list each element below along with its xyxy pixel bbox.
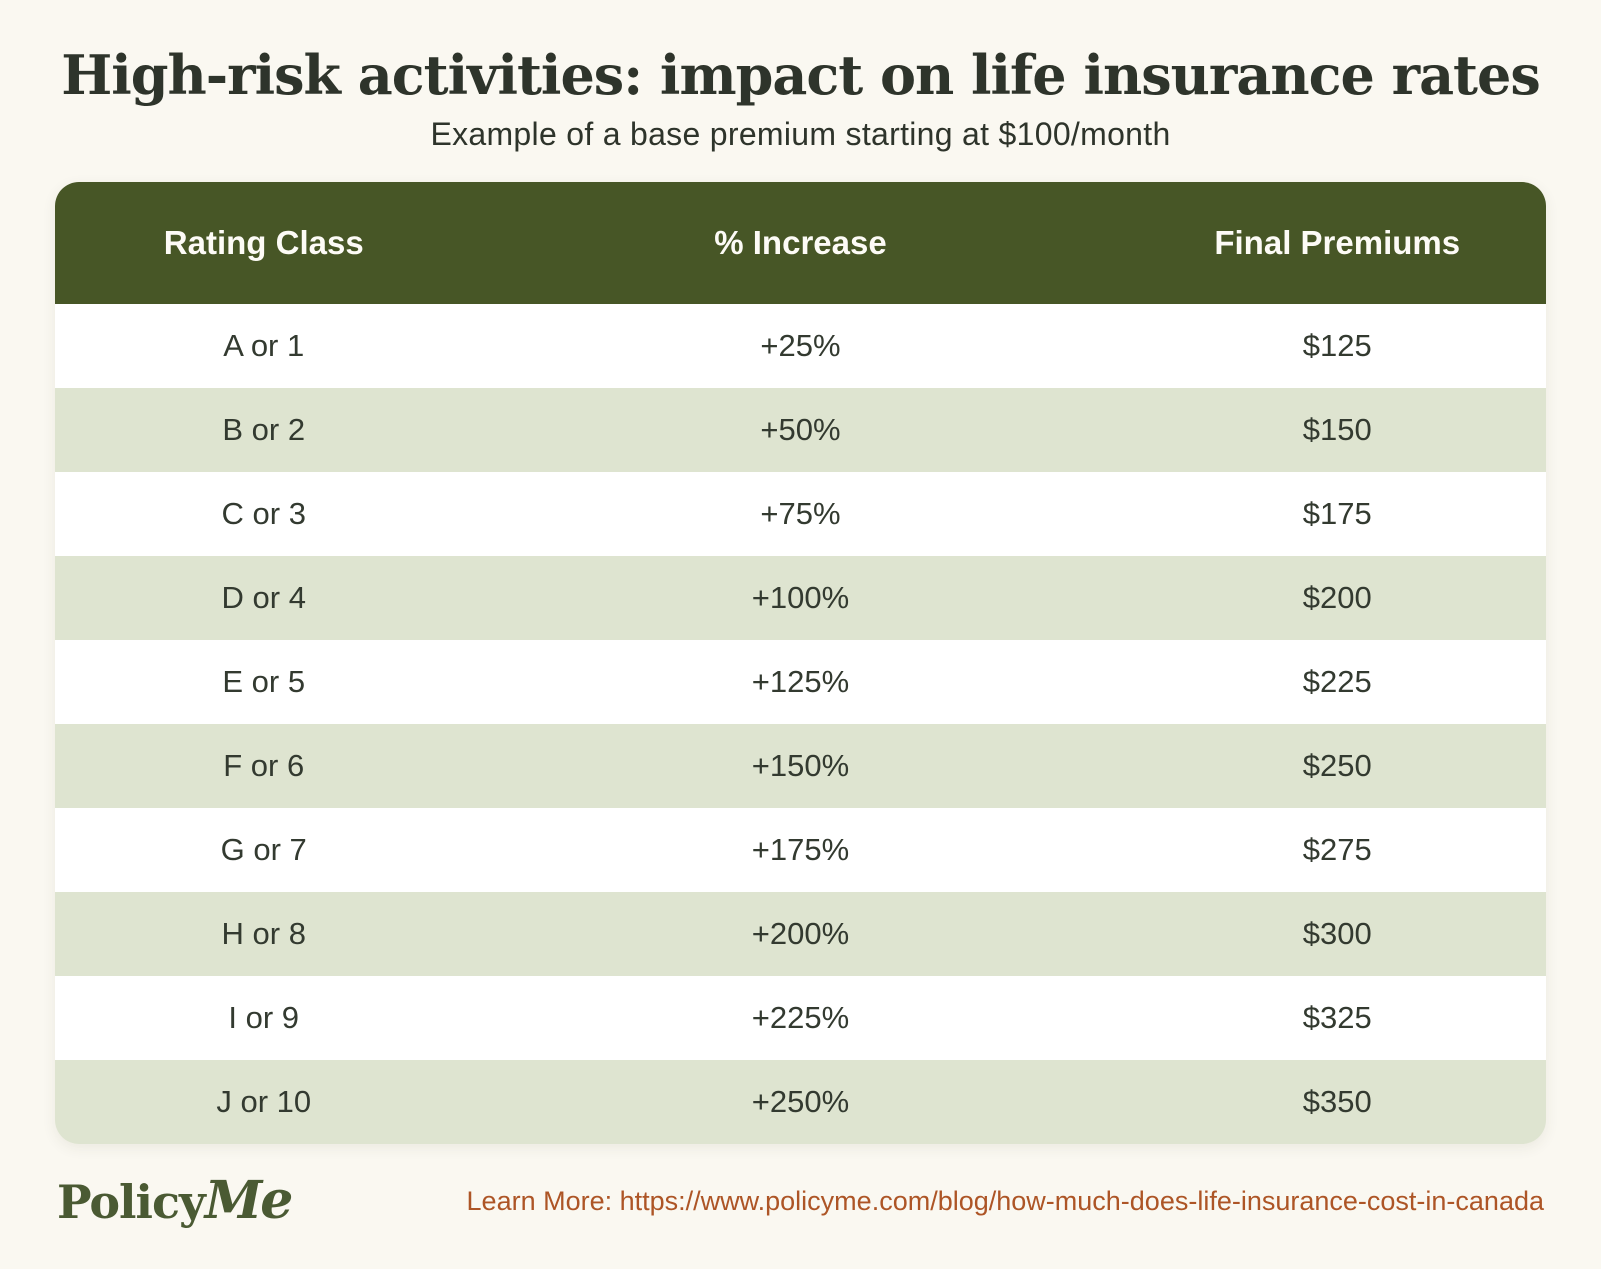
final-premium-cell: $350: [1302, 1084, 1372, 1120]
table-header-row: Rating Class % Increase Final Premiums: [55, 182, 1546, 305]
column-header-final-premiums: Final Premiums: [1214, 224, 1461, 262]
table-body: A or 1 +25% $125 B or 2 +50% $150 C or 3 +75% $1…: [55, 304, 1546, 1145]
table-row: F or 6 +150% $250: [55, 724, 1546, 809]
rating-class-cell: F or 6: [223, 748, 305, 784]
policyme-logo: PolicyMe: [57, 1175, 293, 1230]
final-premium-cell: $250: [1302, 748, 1372, 784]
final-premium-cell: $175: [1302, 496, 1372, 532]
rating-class-cell: J or 10: [216, 1084, 312, 1120]
table-row: J or 10 +250% $350: [55, 1060, 1546, 1145]
final-premium-cell: $225: [1302, 664, 1372, 700]
table-row: C or 3 +75% $175: [55, 472, 1546, 557]
table-row: G or 7 +175% $275: [55, 808, 1546, 893]
logo-text-policy: Policy: [57, 1175, 206, 1230]
percent-increase-cell: +25%: [760, 328, 841, 364]
percent-increase-cell: +250%: [751, 1084, 850, 1120]
percent-increase-cell: +225%: [751, 1000, 850, 1036]
rating-class-cell: A or 1: [223, 328, 305, 364]
percent-increase-cell: +150%: [751, 748, 850, 784]
percent-increase-cell: +200%: [751, 916, 850, 952]
table-row: D or 4 +100% $200: [55, 556, 1546, 641]
column-header-rating-class: Rating Class: [163, 224, 364, 262]
final-premium-cell: $275: [1302, 832, 1372, 868]
percent-increase-cell: +75%: [760, 496, 841, 532]
rating-class-cell: B or 2: [222, 412, 306, 448]
percent-increase-cell: +125%: [751, 664, 850, 700]
table-row: B or 2 +50% $150: [55, 388, 1546, 473]
percent-increase-cell: +100%: [751, 580, 850, 616]
rating-class-cell: G or 7: [220, 832, 307, 868]
percent-increase-cell: +175%: [751, 832, 850, 868]
table-row: H or 8 +200% $300: [55, 892, 1546, 977]
footer: PolicyMe Learn More: https://www.policym…: [0, 1175, 1601, 1227]
rating-class-cell: D or 4: [221, 580, 306, 616]
table-row: E or 5 +125% $225: [55, 640, 1546, 725]
percent-increase-cell: +50%: [760, 412, 841, 448]
page-title: High-risk activities: impact on life ins…: [61, 43, 1541, 107]
rating-class-cell: C or 3: [221, 496, 306, 532]
table-row: A or 1 +25% $125: [55, 304, 1546, 389]
table-row: I or 9 +225% $325: [55, 976, 1546, 1061]
rating-class-cell: E or 5: [222, 664, 306, 700]
rating-class-cell: I or 9: [228, 1000, 300, 1036]
page-subtitle: Example of a base premium starting at $1…: [430, 116, 1171, 153]
logo-text-me: Me: [204, 1170, 294, 1232]
learn-more-link[interactable]: Learn More: https://www.policyme.com/blo…: [466, 1185, 1544, 1216]
final-premium-cell: $300: [1302, 916, 1372, 952]
final-premium-cell: $325: [1302, 1000, 1372, 1036]
final-premium-cell: $150: [1302, 412, 1372, 448]
rates-table: Rating Class % Increase Final Premiums A…: [55, 182, 1546, 1145]
column-header-percent-increase: % Increase: [714, 224, 887, 262]
rating-class-cell: H or 8: [221, 916, 306, 952]
final-premium-cell: $200: [1302, 580, 1372, 616]
final-premium-cell: $125: [1302, 328, 1372, 364]
